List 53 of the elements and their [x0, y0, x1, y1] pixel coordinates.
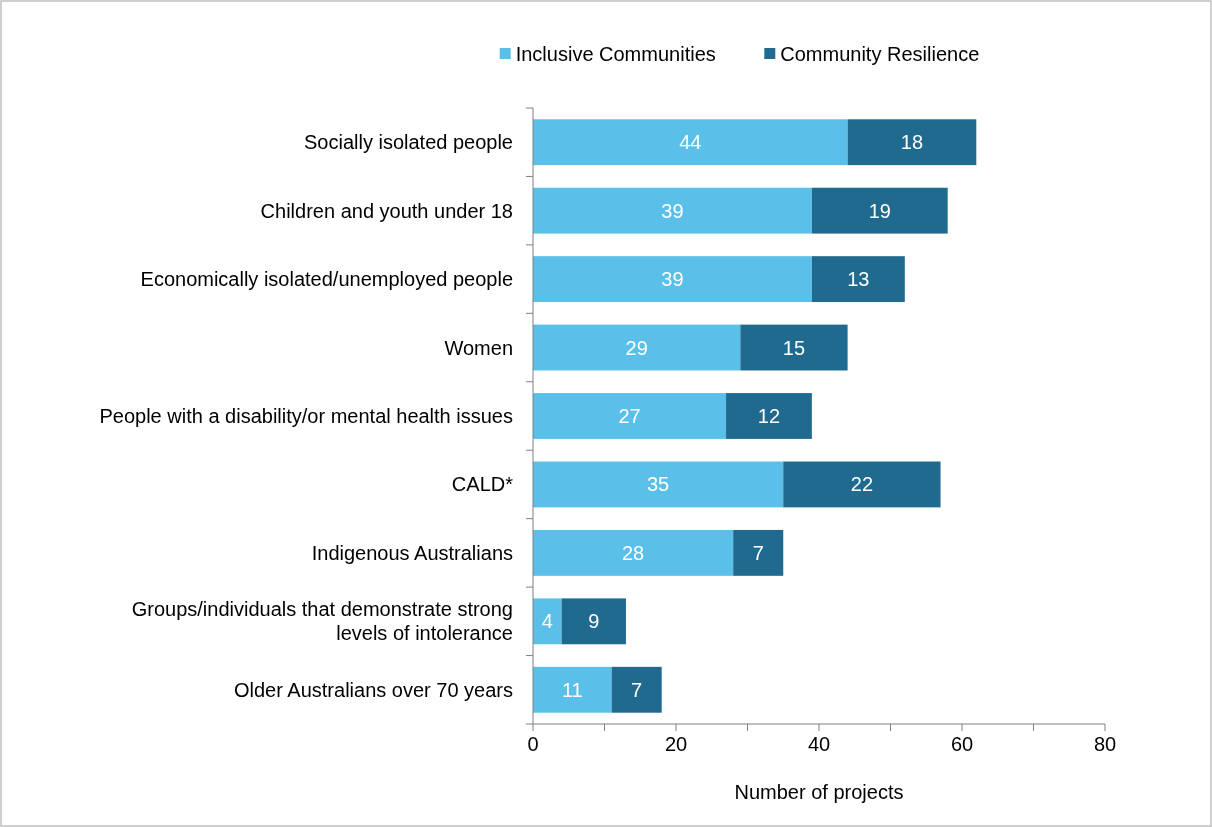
bar [533, 187, 812, 234]
data-label: 22 [850, 473, 874, 496]
y-tick-label: Women [444, 336, 513, 359]
x-axis-title: Number of projects [734, 781, 904, 803]
x-tick-label: 0 [527, 733, 539, 755]
data-label: 13 [847, 268, 870, 291]
data-label: 28 [621, 541, 645, 564]
data-label: 7 [752, 541, 764, 564]
x-tick-label: 40 [807, 733, 831, 755]
bar [533, 598, 562, 645]
data-label: 4 [541, 610, 553, 633]
bar [533, 461, 784, 508]
bar [740, 324, 848, 371]
data-label: 15 [782, 336, 806, 359]
x-tick-label: 60 [950, 733, 974, 755]
bar [611, 666, 662, 713]
data-label: 44 [679, 131, 702, 154]
bar [733, 529, 784, 576]
data-label: 39 [661, 268, 684, 291]
bar [811, 256, 905, 303]
y-tick-label: Older Australians over 70 years [233, 678, 513, 701]
bar [533, 393, 727, 439]
data-label: 7 [631, 678, 643, 701]
y-tick-label: Indigenous Australians [311, 541, 513, 564]
data-label: 29 [625, 336, 648, 359]
bar [783, 461, 941, 508]
data-label: 35 [647, 473, 670, 496]
bar [533, 666, 612, 713]
bar [811, 187, 948, 234]
data-label: 11 [561, 678, 583, 701]
y-tick-label: Children and youth under 18 [260, 199, 513, 222]
bar [533, 324, 741, 371]
y-tick-label: CALD* [451, 473, 514, 496]
bar [533, 256, 812, 303]
x-tick-label: 20 [664, 733, 688, 755]
data-label: 27 [618, 405, 641, 427]
legend-label: Community Resilience [780, 43, 980, 65]
y-tick-label: Socially isolated people [303, 131, 513, 154]
y-tick-label: Economically isolated/unemployed people [140, 268, 513, 291]
y-tick-label: Groups/individuals that demonstrate strong levels of intolerance [131, 598, 513, 645]
bar [847, 119, 977, 166]
data-label: 9 [588, 610, 600, 633]
bar [533, 529, 734, 576]
bar [726, 393, 812, 439]
data-label: 19 [868, 199, 891, 222]
x-tick-label: 80 [1093, 733, 1117, 755]
data-label: 39 [661, 199, 684, 222]
y-tick-label: People with a disability/or mental health issues [99, 405, 513, 427]
legend-label: Inclusive Communities [515, 43, 716, 65]
data-label: 18 [900, 131, 924, 154]
bar [533, 119, 848, 166]
bar [561, 598, 626, 645]
data-label: 12 [757, 405, 781, 427]
